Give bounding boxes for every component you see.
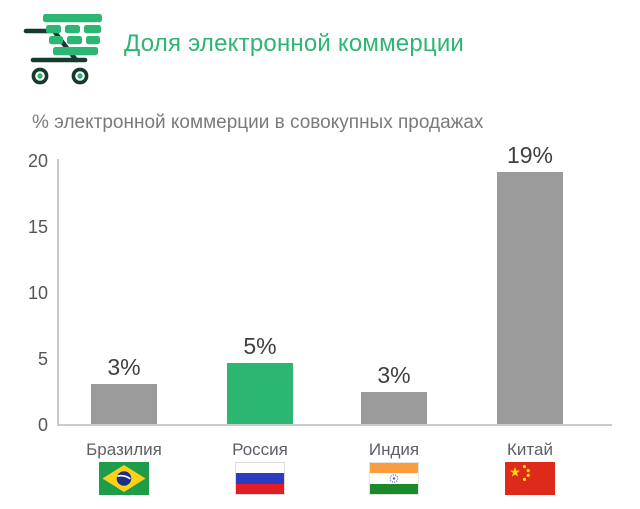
category-label-india: Индия <box>368 440 420 459</box>
bar-value-label: 3% <box>377 362 411 389</box>
y-axis-line <box>57 159 59 425</box>
header: Доля электронной коммерции <box>0 0 640 95</box>
y-tick-label: 10 <box>27 283 48 303</box>
india-flag <box>369 462 419 495</box>
y-tick-label: 5 <box>37 349 48 369</box>
flag-slot-brazil <box>99 462 149 495</box>
y-axis-ticks: 0 5 10 15 20 <box>0 0 48 450</box>
bar-india <box>361 392 427 424</box>
category-label-china: Китай <box>507 440 553 459</box>
y-tick-label: 20 <box>27 151 48 171</box>
category-label-brazil: Бразилия <box>86 440 162 459</box>
x-axis-line <box>57 424 612 426</box>
shopping-cart-icon <box>23 14 102 85</box>
brazil-flag <box>99 462 149 495</box>
flag-slot-russia <box>235 462 285 495</box>
bar-chart-plot: 3% 5% 3% 19% <box>69 0 585 424</box>
bar-group-china: 19% <box>475 0 585 424</box>
bar-brazil <box>91 384 157 424</box>
russia-flag <box>235 462 285 495</box>
bar-group-russia: 5% <box>205 0 315 424</box>
y-tick-label: 15 <box>27 217 48 237</box>
bar-group-india: 3% <box>339 0 449 424</box>
y-tick-label: 0 <box>37 415 48 435</box>
flag-slot-china <box>505 462 555 495</box>
bar-value-label: 3% <box>107 354 141 381</box>
bar-russia <box>227 363 293 424</box>
chart-subtitle: % электронной коммерции в совокупных про… <box>32 112 484 133</box>
flag-slot-india <box>369 462 419 495</box>
category-label-russia: Россия <box>232 440 288 459</box>
china-flag <box>505 462 555 495</box>
bar-china <box>497 171 563 424</box>
bar-value-label: 5% <box>243 333 277 360</box>
bar-group-brazil: 3% <box>69 0 179 424</box>
page-title: Доля электронной коммерции <box>124 30 465 57</box>
bar-value-label: 19% <box>506 141 554 168</box>
